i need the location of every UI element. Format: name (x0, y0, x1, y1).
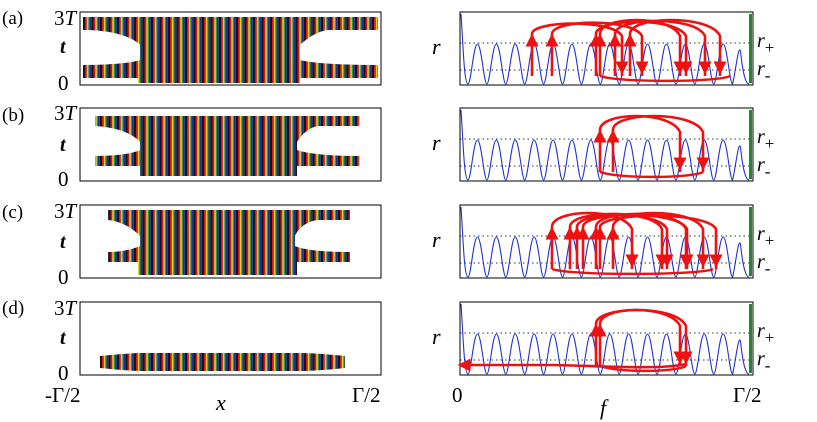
trajectory-loop (598, 18, 682, 76)
space-time-pattern (95, 116, 360, 176)
y-axis-label: r (432, 130, 441, 155)
plot-frame (79, 204, 382, 279)
r-profile-column: r r+r-r r+r-r r+r-r r+r- (432, 11, 774, 376)
y-top-tick: 3T (54, 6, 78, 30)
r-minus-label: r- (757, 58, 771, 85)
plot-frame (459, 11, 754, 86)
plot-frame (79, 301, 382, 376)
y-axis-label: r (432, 227, 441, 252)
space-time-column: (a) 3T t 0 (b) 3T t 0 (c) 3T t 0 (d) (2, 6, 382, 415)
y-bottom-tick: 0 (58, 361, 69, 385)
f-axis-label: f (600, 395, 609, 420)
y-axis-label: r (432, 324, 441, 349)
y-axis-label: t (60, 327, 67, 349)
y-top-tick: 3T (54, 101, 78, 125)
r-minus-label: r- (757, 251, 771, 278)
panel-c-space-time: (c) 3T t 0 (2, 199, 382, 289)
return-path (599, 170, 704, 179)
y-top-tick: 3T (54, 296, 78, 320)
y-axis-label: r (432, 34, 441, 59)
r-plus-label: r+ (757, 30, 774, 57)
f-right-tick: Γ/2 (733, 383, 761, 407)
space-time-pattern (100, 353, 345, 371)
panel-a-r-profile: r (432, 11, 754, 86)
plot-frame (459, 107, 754, 182)
trajectory-loop (530, 22, 624, 76)
r-plus-label: r+ (757, 126, 774, 153)
panel-d-space-time: (d) 3T t 0 (2, 296, 382, 385)
trajectory-loop (628, 18, 722, 76)
y-top-tick: 3T (54, 199, 78, 223)
f-left-tick: 0 (452, 383, 463, 407)
r-curve (460, 13, 750, 85)
y-axis-label: t (60, 231, 67, 253)
panel-b-space-time: (b) 3T t 0 (2, 101, 382, 191)
r-minus-label: r- (757, 348, 771, 375)
y-axis-label: t (60, 134, 67, 156)
panel-a-space-time: (a) 3T t 0 (2, 6, 382, 95)
trajectory-loop (550, 211, 634, 269)
panel-c-r-profile: r (432, 204, 754, 279)
trajectory-loop (550, 21, 644, 76)
x-left-tick: -Γ/2 (45, 383, 80, 407)
r-plus-label: r+ (757, 223, 774, 250)
panel-label: (b) (2, 105, 24, 126)
panel-b-r-profile: r (432, 107, 754, 182)
trajectory-loop (594, 308, 688, 366)
return-path (551, 267, 714, 276)
edge-bar (749, 207, 752, 276)
r-plus-label: r+ (757, 320, 774, 347)
panel-label: (d) (2, 298, 24, 319)
y-bottom-tick: 0 (58, 265, 69, 289)
entry-path (462, 362, 687, 369)
trajectory-loop (611, 211, 705, 269)
y-bottom-tick: 0 (58, 71, 69, 95)
plot-frame (459, 301, 754, 376)
x-right-tick: Γ/2 (352, 383, 380, 407)
x-axis-label: x (215, 390, 226, 415)
r-minus-label: r- (757, 154, 771, 181)
plot-frame (79, 11, 382, 86)
plot-frame (79, 107, 382, 182)
edge-bar (749, 14, 752, 83)
panel-label: (c) (2, 202, 23, 223)
trajectory-loop (611, 114, 705, 172)
panel-label: (a) (2, 8, 23, 29)
space-time-pattern (83, 17, 378, 83)
return-path (599, 74, 731, 83)
y-axis-label: t (60, 36, 67, 58)
panel-d-r-profile: r (432, 301, 754, 376)
plot-frame (459, 204, 754, 279)
y-bottom-tick: 0 (58, 167, 69, 191)
r-curve (460, 109, 750, 181)
r-curve (460, 303, 750, 375)
space-time-pattern (108, 210, 350, 275)
edge-bar (749, 304, 752, 373)
edge-bar (749, 110, 752, 179)
